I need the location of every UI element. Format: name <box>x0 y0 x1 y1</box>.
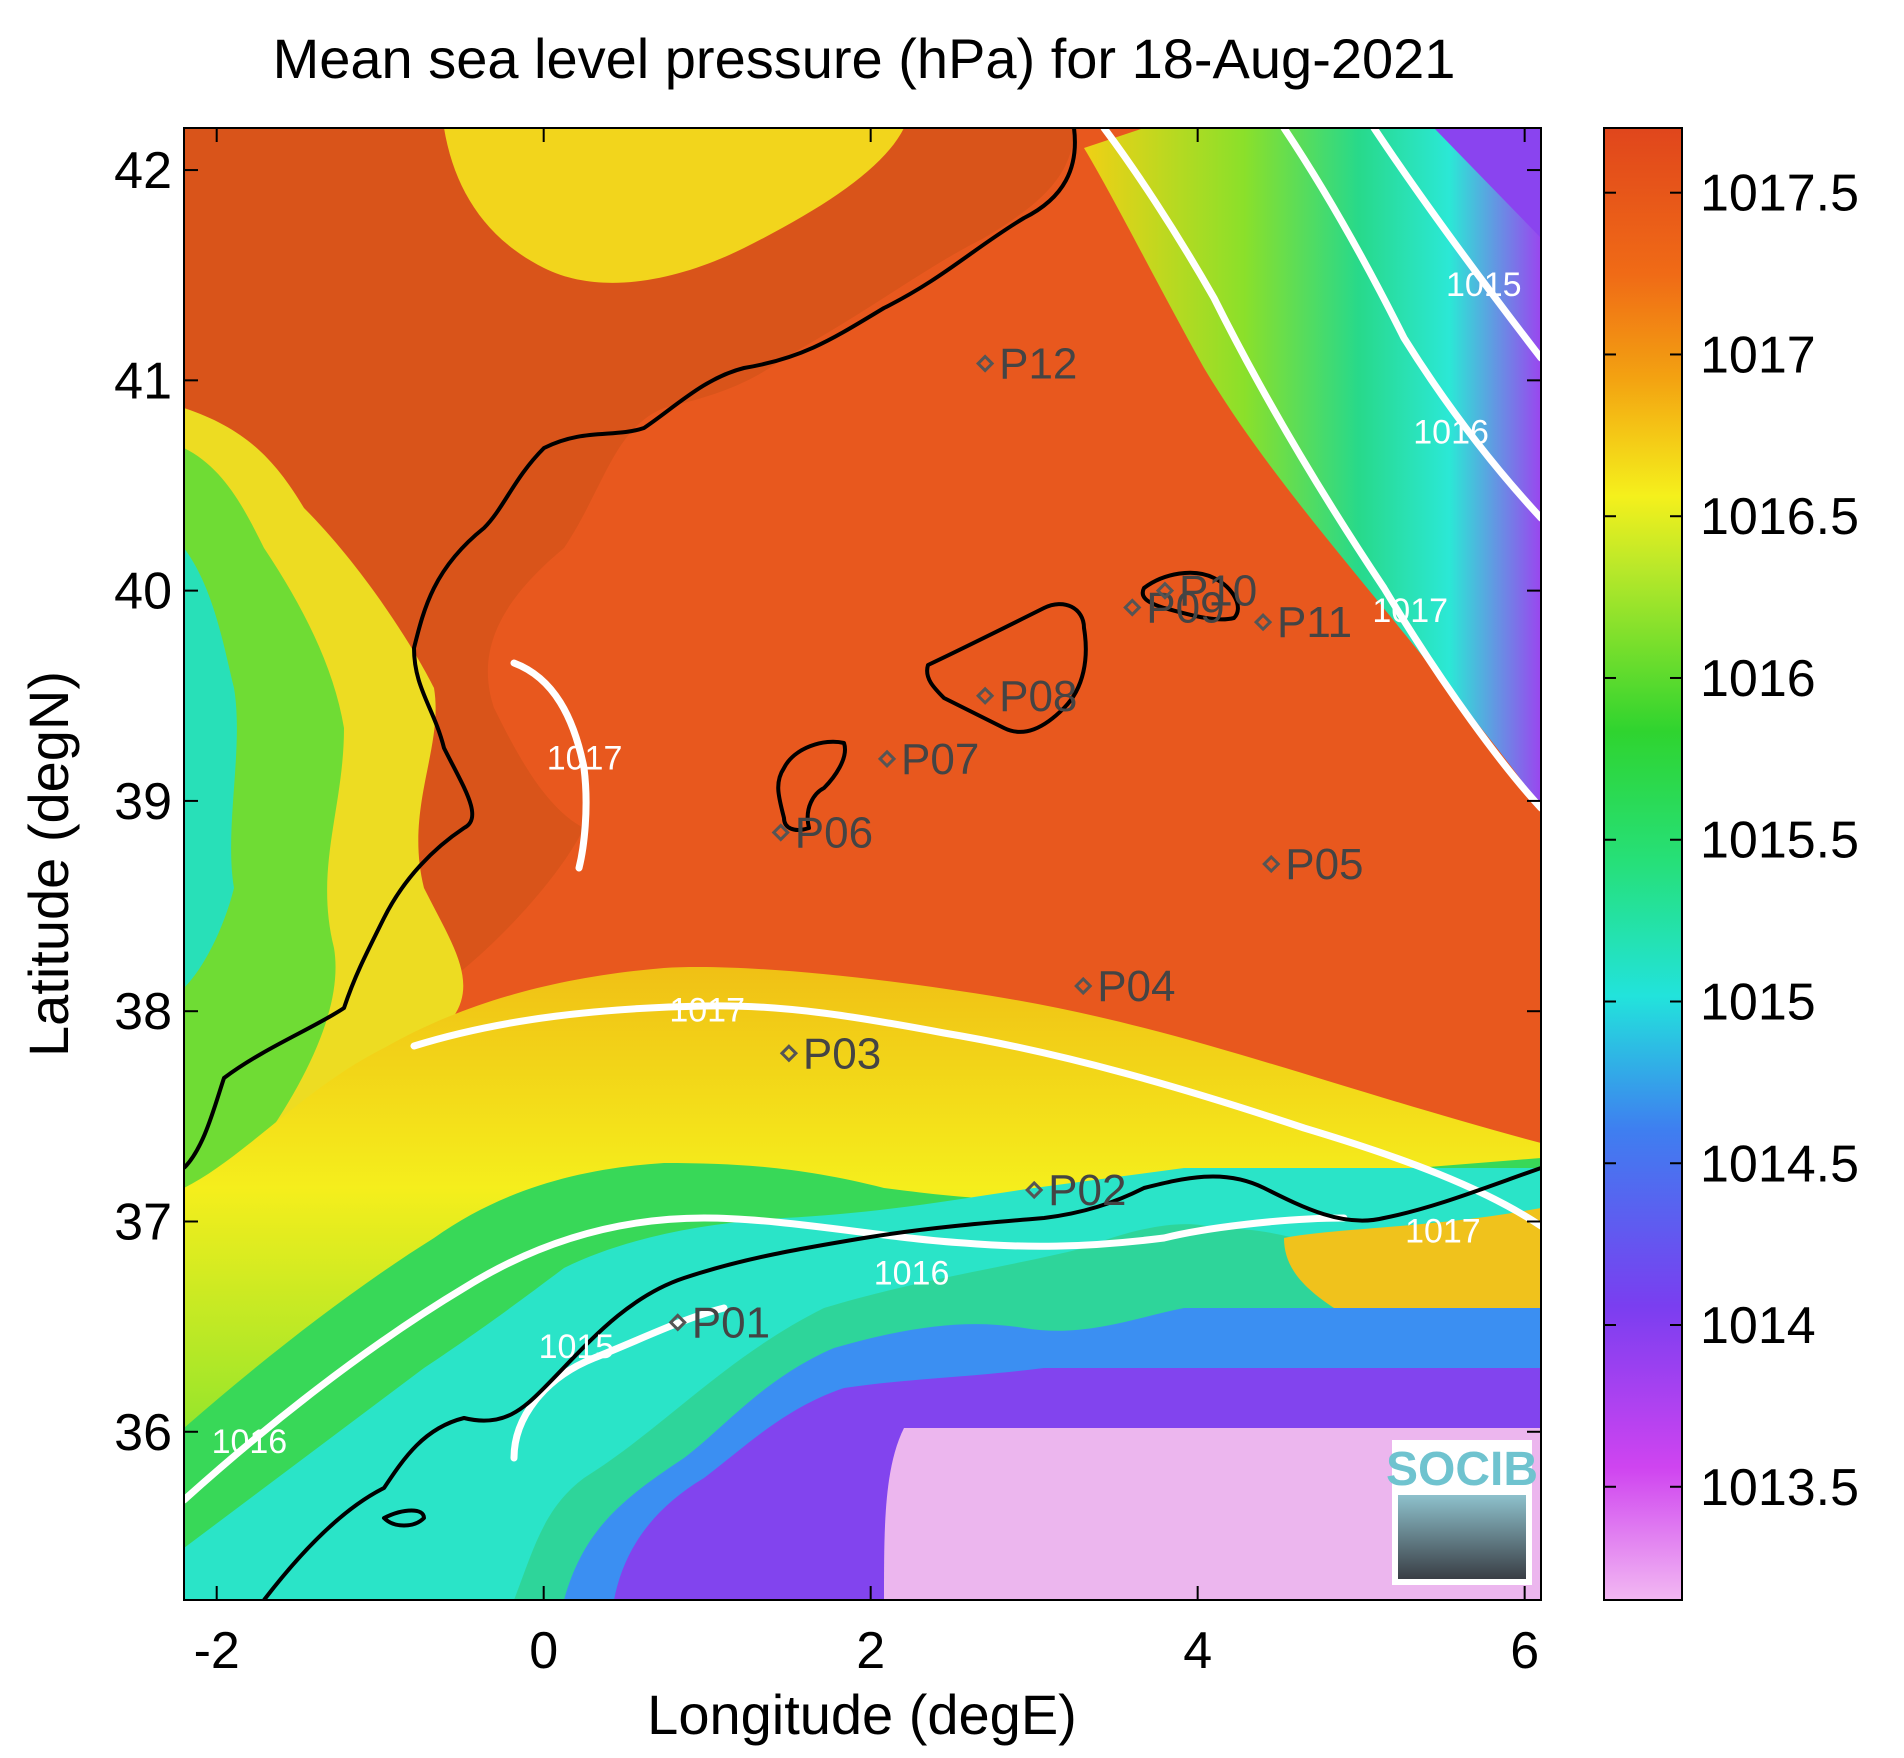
station-label: P08 <box>999 672 1077 721</box>
station-label: P10 <box>1179 567 1257 616</box>
station-marker <box>1155 581 1175 600</box>
station-marker <box>1253 613 1273 632</box>
iberia-north-yellow <box>444 128 904 283</box>
station-marker <box>779 1044 799 1063</box>
iberia-west-green <box>184 448 344 1208</box>
menorca-coastline <box>1140 570 1240 622</box>
y-tick-label: 37 <box>114 1193 172 1251</box>
northeast-pressure-band <box>1084 128 1541 808</box>
station-label: P02 <box>1048 1166 1126 1215</box>
station-label: P11 <box>1277 598 1352 647</box>
isobar-1016-south <box>184 1214 1348 1504</box>
contour-label: 1017 <box>1372 592 1448 630</box>
northeast-purple-corner <box>1434 128 1541 238</box>
contour-label-layer: 1017 1017 1017 1017 1016 1016 1016 1015 1015 <box>212 266 1522 1461</box>
station-marker <box>975 686 995 705</box>
y-tick-label: 40 <box>114 563 172 621</box>
colorbar-tick-label: 1016 <box>1700 650 1816 708</box>
plot-frame <box>183 127 1542 1601</box>
africa-pink <box>884 1428 1541 1600</box>
station-label: P03 <box>803 1029 881 1078</box>
colorbar-tick-label: 1015.5 <box>1700 812 1859 870</box>
y-tick-label: 42 <box>114 142 172 200</box>
station-label: P12 <box>999 340 1077 389</box>
x-tick-label: 0 <box>529 1622 558 1680</box>
colorbar-tick-label: 1016.5 <box>1700 488 1859 546</box>
mallorca-coastline <box>925 602 1088 734</box>
y-tick-label: 41 <box>114 352 172 410</box>
colorbar-tick-label: 1017 <box>1700 326 1816 384</box>
isobar-1017-south <box>410 1002 1541 1230</box>
station-marker <box>771 823 790 842</box>
x-tick-label: 6 <box>1510 1622 1539 1680</box>
iberia-west-cyan <box>184 548 237 988</box>
alboran-island <box>382 1508 426 1528</box>
station-label: P01 <box>692 1298 770 1347</box>
isobar-contours <box>184 128 1541 1504</box>
colorbar-tick-label: 1017.5 <box>1700 165 1859 223</box>
logo-text: SOCIB <box>1386 1443 1538 1496</box>
colorbar: 1013.5 1014 1014.5 1015 1015.5 1016 1016.5 1017… <box>1603 127 1859 1601</box>
contour-label: 1015 <box>539 1328 615 1366</box>
contour-label: 1016 <box>874 1255 950 1293</box>
station-marker <box>1074 976 1093 996</box>
station-label: P07 <box>901 735 979 784</box>
map-plot-area: SOCIB 1017101710171017101610161016101510… <box>114 127 1542 1680</box>
station-label: P04 <box>1097 962 1175 1011</box>
contour-label: 1017 <box>669 992 745 1030</box>
contour-label: 1015 <box>1446 266 1522 304</box>
coastlines <box>184 128 1541 1600</box>
x-tick-label: 2 <box>856 1622 885 1680</box>
y-tick-label: 36 <box>114 1404 172 1462</box>
station-marker <box>1262 854 1281 874</box>
africa-coastline <box>262 1166 1541 1600</box>
isobar-1017-coast <box>510 659 590 872</box>
colorbar-tick-label: 1014.5 <box>1700 1135 1859 1193</box>
socib-logo: SOCIB <box>1386 1440 1538 1585</box>
station-label: P05 <box>1285 840 1363 889</box>
y-axis-ticks: 36 37 38 39 40 41 42 <box>114 142 1541 1462</box>
contour-label: 1017 <box>1405 1213 1481 1251</box>
contour-label: 1017 <box>547 739 623 777</box>
colorbar-gradient <box>1603 127 1683 1601</box>
ibiza-coastline <box>776 739 847 832</box>
station-marker <box>1025 1180 1044 1200</box>
station-label: P06 <box>795 808 873 857</box>
colorbar-tick-label: 1014 <box>1700 1297 1816 1355</box>
x-axis-label: Longitude (degE) <box>647 1683 1077 1746</box>
colorbar-ticks: 1013.5 1014 1014.5 1015 1015.5 1016 1016.5 1017… <box>1604 165 1859 1517</box>
isobar-1016-east <box>1280 128 1541 522</box>
colorbar-tick-label: 1015 <box>1700 973 1816 1031</box>
contour-label: 1016 <box>212 1423 288 1461</box>
figure-title: Mean sea level pressure (hPa) for 18-Aug… <box>273 27 1456 90</box>
x-tick-label: 4 <box>1183 1622 1212 1680</box>
isobar-1015-south <box>510 1304 728 1462</box>
iberia-coastline <box>184 128 1077 1170</box>
colorbar-tick-label: 1013.5 <box>1700 1459 1859 1517</box>
y-tick-label: 39 <box>114 773 172 831</box>
contour-label: 1016 <box>1413 413 1489 451</box>
x-axis-ticks: -2 0 2 4 6 <box>194 128 1539 1680</box>
x-tick-label: -2 <box>194 1622 240 1680</box>
station-marker <box>877 749 897 768</box>
y-axis-label: Latitude (degN) <box>17 671 80 1057</box>
station-marker <box>668 1313 687 1332</box>
station-marker <box>1123 598 1142 617</box>
station-marker <box>975 354 995 373</box>
logo-gradient <box>1398 1495 1526 1579</box>
y-tick-label: 38 <box>114 983 172 1041</box>
isobar-1015-northeast <box>1370 128 1541 362</box>
isobar-1017-east <box>1100 128 1541 812</box>
